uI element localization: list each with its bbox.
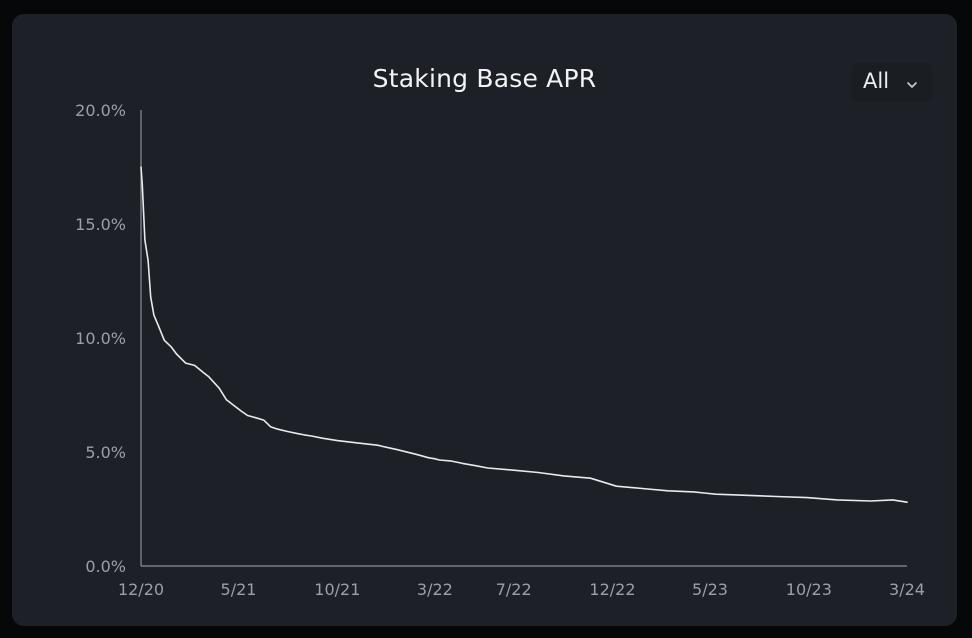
x-tick-label: 12/20 <box>118 580 164 599</box>
chevron-down-icon <box>906 75 918 88</box>
chart-title: Staking Base APR <box>372 64 597 93</box>
x-axis: 12/20 5/21 10/21 3/22 7/22 12/22 5/23 10/23 3/24 <box>118 565 925 599</box>
x-tick-label: 3/22 <box>417 580 453 599</box>
y-tick-label: 15.0% <box>75 215 126 234</box>
range-dropdown[interactable]: All <box>852 63 932 101</box>
range-dropdown-label: All <box>863 69 890 93</box>
y-tick-label: 10.0% <box>75 329 126 348</box>
y-axis: 0.0% 5.0% 10.0% 15.0% 20.0% <box>75 101 142 576</box>
y-tick-label: 5.0% <box>85 443 126 462</box>
x-tick-label: 3/24 <box>889 580 925 599</box>
apr-series-line <box>140 166 908 504</box>
y-tick-label: 20.0% <box>75 101 126 120</box>
x-tick-label: 5/23 <box>692 580 728 599</box>
x-tick-label: 5/21 <box>221 580 257 599</box>
x-tick-label: 10/21 <box>314 580 360 599</box>
chart-card: Staking Base APR All <box>12 14 957 626</box>
x-tick-label: 7/22 <box>496 580 532 599</box>
x-tick-label: 10/23 <box>786 580 832 599</box>
y-tick-label: 0.0% <box>85 557 126 576</box>
x-tick-label: 12/22 <box>589 580 635 599</box>
series-group <box>140 166 908 504</box>
